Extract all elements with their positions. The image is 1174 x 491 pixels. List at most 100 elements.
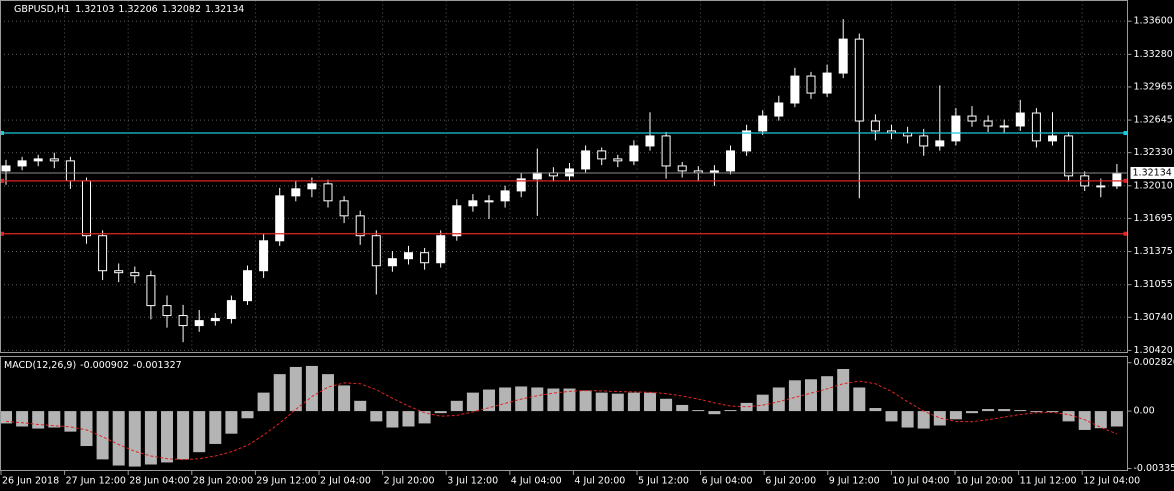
candle-body <box>307 183 317 190</box>
macd-bar <box>547 388 560 412</box>
x-tick-label: 5 Jul 12:00 <box>638 476 689 487</box>
candle-body <box>742 130 752 152</box>
macd-bar <box>483 389 495 412</box>
macd-bar <box>821 376 834 412</box>
candle-body <box>1015 112 1025 127</box>
candle-body <box>661 135 671 167</box>
candle-body <box>420 252 430 264</box>
macd-bar <box>1014 410 1027 412</box>
macd-bar <box>998 409 1011 412</box>
x-tick-label: 29 Jun 12:00 <box>256 476 316 487</box>
candle-body <box>436 235 446 264</box>
level-handle <box>0 231 4 236</box>
macd-bar <box>917 411 930 429</box>
candle-body <box>17 160 27 167</box>
y-tick-label: 1.31055 <box>1134 279 1173 290</box>
macd-bar <box>338 385 351 412</box>
y-tick-label: 1.33280 <box>1134 49 1173 60</box>
macd-bar <box>128 411 141 467</box>
macd-panel-frame <box>0 356 1128 471</box>
candle-body <box>323 183 333 202</box>
macd-signal-value: -0.001327 <box>133 360 182 371</box>
candle-body <box>114 270 124 274</box>
y-tick-label: 0.002826 <box>1134 357 1174 368</box>
axis-layer: 1.33600 1.33280 1.32965 1.32645 1.32330 1.320… <box>0 16 1174 487</box>
bar-open: 1.32103 <box>75 4 114 15</box>
candle-body <box>581 150 591 170</box>
bar-high: 1.32206 <box>118 4 157 15</box>
candle-body <box>1048 135 1057 142</box>
x-tick-label: 26 Jun 2018 <box>2 476 59 487</box>
macd-bar <box>434 411 447 414</box>
x-tick-label: 6 Jul 04:00 <box>702 476 753 487</box>
level-handle <box>1123 231 1128 236</box>
level-handle <box>1123 178 1128 183</box>
level-handle <box>0 178 4 183</box>
candle-body <box>1064 135 1074 177</box>
candle-body <box>1031 112 1041 142</box>
macd-bar <box>499 387 512 412</box>
candle-body <box>49 158 59 162</box>
candle-body <box>339 200 349 217</box>
candle-body <box>613 158 623 162</box>
macd-bar <box>48 411 61 428</box>
macd-bar <box>354 400 367 412</box>
macd-bar <box>193 411 206 453</box>
candle-body <box>967 115 977 122</box>
candle-body <box>1112 172 1122 187</box>
y-tick-label: 1.32645 <box>1134 115 1173 126</box>
macd-bar <box>225 411 238 434</box>
candle-body <box>726 150 735 172</box>
macd-bar <box>885 411 898 422</box>
x-tick-label: 28 Jun 04:00 <box>129 476 189 487</box>
y-tick-label: 1.32330 <box>1134 147 1173 158</box>
candle-body <box>597 150 607 160</box>
macd-bar <box>112 411 125 466</box>
macd-bar <box>257 392 270 412</box>
macd-bar <box>788 380 801 412</box>
x-tick-label: 3 Jul 12:00 <box>447 476 498 487</box>
macd-bar <box>949 411 962 420</box>
macd-bar <box>982 409 995 412</box>
macd-bar <box>901 411 914 428</box>
candle-body <box>452 205 462 237</box>
macd-bar <box>209 411 222 444</box>
macd-bar <box>627 392 640 412</box>
macd-bar <box>531 387 544 412</box>
candle-body <box>65 160 75 182</box>
y-tick-label: 1.32010 <box>1134 180 1173 191</box>
x-tick-label: 2 Jul 20:00 <box>384 476 435 487</box>
candle-body <box>677 165 687 172</box>
macd-bar <box>644 392 656 412</box>
candle-body <box>291 188 301 197</box>
macd-bar <box>756 394 769 412</box>
candle-body <box>226 300 236 320</box>
x-tick-label: 27 Jun 12:00 <box>66 476 126 487</box>
y-tick-label: 1.32965 <box>1134 81 1173 92</box>
candle-body <box>790 75 800 104</box>
x-tick-label: 6 Jul 20:00 <box>765 476 816 487</box>
symbol-label: GBPUSD,H1 <box>14 4 70 15</box>
indicator-label: MACD(12,26,9) <box>4 360 76 371</box>
y-tick-label: 1.30420 <box>1134 345 1173 356</box>
macd-bar <box>418 411 431 424</box>
macd-bar <box>64 411 77 432</box>
macd-bar <box>563 388 576 412</box>
candle-body <box>210 318 220 322</box>
candle-body <box>999 125 1009 128</box>
macd-bar <box>144 411 157 465</box>
macd-header: MACD(12,26,9) -0.000902 -0.001327 <box>4 360 182 371</box>
candle-body <box>178 315 188 327</box>
macd-bar <box>32 411 45 429</box>
price-panel-frame <box>0 0 1128 353</box>
macd-bar <box>676 404 689 412</box>
candle-body <box>468 200 478 207</box>
level-handle <box>0 131 4 136</box>
macd-bar <box>370 411 383 422</box>
candle-body <box>854 38 864 122</box>
x-tick-label: 12 Jul 04:00 <box>1083 476 1140 487</box>
bar-close: 1.32134 <box>205 4 244 15</box>
candle-body <box>758 115 768 132</box>
y-tick-label: 1.31375 <box>1134 246 1173 257</box>
